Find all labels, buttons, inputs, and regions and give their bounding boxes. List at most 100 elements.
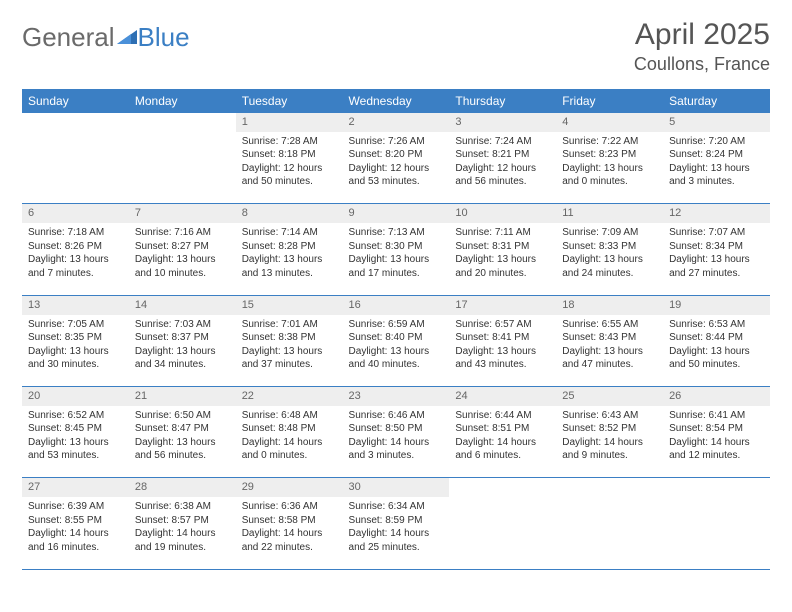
day-number-cell: 7 [129,204,236,223]
sunrise-text: Sunrise: 7:07 AM [669,226,764,240]
day-content-cell: Sunrise: 7:13 AMSunset: 8:30 PMDaylight:… [343,223,450,295]
day-content-cell: Sunrise: 6:46 AMSunset: 8:50 PMDaylight:… [343,406,450,478]
sunrise-text: Sunrise: 7:18 AM [28,226,123,240]
sunrise-text: Sunrise: 7:01 AM [242,318,337,332]
daylight-text: Daylight: 13 hours and 24 minutes. [562,253,657,280]
sunset-text: Sunset: 8:37 PM [135,331,230,345]
day-number-cell: 30 [343,478,450,497]
day-number-cell: 3 [449,113,556,132]
sunset-text: Sunset: 8:40 PM [349,331,444,345]
daylight-text: Daylight: 13 hours and 20 minutes. [455,253,550,280]
weekday-header: Wednesday [343,89,450,113]
day-content-cell: Sunrise: 6:34 AMSunset: 8:59 PMDaylight:… [343,497,450,569]
sunrise-text: Sunrise: 6:46 AM [349,409,444,423]
day-content-cell: Sunrise: 7:11 AMSunset: 8:31 PMDaylight:… [449,223,556,295]
location-label: Coullons, France [634,54,770,75]
day-content-row: Sunrise: 7:18 AMSunset: 8:26 PMDaylight:… [22,223,770,295]
sunrise-text: Sunrise: 7:14 AM [242,226,337,240]
daylight-text: Daylight: 13 hours and 37 minutes. [242,345,337,372]
daylight-text: Daylight: 13 hours and 3 minutes. [669,162,764,189]
daylight-text: Daylight: 14 hours and 12 minutes. [669,436,764,463]
day-content-cell: Sunrise: 6:50 AMSunset: 8:47 PMDaylight:… [129,406,236,478]
daylight-text: Daylight: 13 hours and 30 minutes. [28,345,123,372]
sunrise-text: Sunrise: 6:57 AM [455,318,550,332]
daylight-text: Daylight: 13 hours and 27 minutes. [669,253,764,280]
sunset-text: Sunset: 8:34 PM [669,240,764,254]
sunrise-text: Sunrise: 7:26 AM [349,135,444,149]
sunset-text: Sunset: 8:54 PM [669,422,764,436]
sunrise-text: Sunrise: 6:39 AM [28,500,123,514]
day-number-cell: 26 [663,387,770,406]
sunset-text: Sunset: 8:38 PM [242,331,337,345]
sunrise-text: Sunrise: 6:36 AM [242,500,337,514]
sunset-text: Sunset: 8:23 PM [562,148,657,162]
day-number-cell: 9 [343,204,450,223]
sunset-text: Sunset: 8:51 PM [455,422,550,436]
day-content-cell [663,497,770,569]
day-content-cell: Sunrise: 7:05 AMSunset: 8:35 PMDaylight:… [22,315,129,387]
month-title: April 2025 [634,18,770,52]
daylight-text: Daylight: 13 hours and 53 minutes. [28,436,123,463]
sunset-text: Sunset: 8:45 PM [28,422,123,436]
day-content-cell: Sunrise: 7:18 AMSunset: 8:26 PMDaylight:… [22,223,129,295]
sunrise-text: Sunrise: 7:11 AM [455,226,550,240]
calendar-body: 12345Sunrise: 7:28 AMSunset: 8:18 PMDayl… [22,113,770,569]
daylight-text: Daylight: 14 hours and 19 minutes. [135,527,230,554]
daylight-text: Daylight: 12 hours and 56 minutes. [455,162,550,189]
day-content-cell: Sunrise: 6:53 AMSunset: 8:44 PMDaylight:… [663,315,770,387]
daylight-text: Daylight: 13 hours and 0 minutes. [562,162,657,189]
sunset-text: Sunset: 8:28 PM [242,240,337,254]
day-content-cell: Sunrise: 6:43 AMSunset: 8:52 PMDaylight:… [556,406,663,478]
daylight-text: Daylight: 12 hours and 50 minutes. [242,162,337,189]
day-content-row: Sunrise: 6:39 AMSunset: 8:55 PMDaylight:… [22,497,770,569]
day-number-cell: 25 [556,387,663,406]
day-content-row: Sunrise: 7:28 AMSunset: 8:18 PMDaylight:… [22,132,770,204]
sunset-text: Sunset: 8:41 PM [455,331,550,345]
day-content-cell: Sunrise: 7:28 AMSunset: 8:18 PMDaylight:… [236,132,343,204]
sunset-text: Sunset: 8:48 PM [242,422,337,436]
day-number-cell: 8 [236,204,343,223]
day-content-row: Sunrise: 6:52 AMSunset: 8:45 PMDaylight:… [22,406,770,478]
day-number-cell: 18 [556,295,663,314]
day-content-cell: Sunrise: 6:44 AMSunset: 8:51 PMDaylight:… [449,406,556,478]
day-number-cell: 5 [663,113,770,132]
sunset-text: Sunset: 8:35 PM [28,331,123,345]
sunrise-text: Sunrise: 6:52 AM [28,409,123,423]
day-content-cell: Sunrise: 7:09 AMSunset: 8:33 PMDaylight:… [556,223,663,295]
day-number-cell: 22 [236,387,343,406]
day-number-cell: 23 [343,387,450,406]
day-number-row: 27282930 [22,478,770,497]
sunset-text: Sunset: 8:43 PM [562,331,657,345]
day-number-row: 6789101112 [22,204,770,223]
daylight-text: Daylight: 14 hours and 25 minutes. [349,527,444,554]
sunrise-text: Sunrise: 7:16 AM [135,226,230,240]
day-content-cell: Sunrise: 7:26 AMSunset: 8:20 PMDaylight:… [343,132,450,204]
daylight-text: Daylight: 14 hours and 3 minutes. [349,436,444,463]
sunset-text: Sunset: 8:30 PM [349,240,444,254]
day-number-cell [556,478,663,497]
sunrise-text: Sunrise: 7:03 AM [135,318,230,332]
daylight-text: Daylight: 13 hours and 13 minutes. [242,253,337,280]
day-number-row: 20212223242526 [22,387,770,406]
daylight-text: Daylight: 13 hours and 47 minutes. [562,345,657,372]
sunrise-text: Sunrise: 6:55 AM [562,318,657,332]
day-content-cell: Sunrise: 7:24 AMSunset: 8:21 PMDaylight:… [449,132,556,204]
day-number-cell: 12 [663,204,770,223]
sunrise-text: Sunrise: 6:34 AM [349,500,444,514]
sunset-text: Sunset: 8:52 PM [562,422,657,436]
day-number-cell: 21 [129,387,236,406]
day-number-cell: 27 [22,478,129,497]
day-content-cell: Sunrise: 6:52 AMSunset: 8:45 PMDaylight:… [22,406,129,478]
sunrise-text: Sunrise: 7:22 AM [562,135,657,149]
sunset-text: Sunset: 8:58 PM [242,514,337,528]
sunset-text: Sunset: 8:21 PM [455,148,550,162]
brand-text-general: General [22,22,115,53]
daylight-text: Daylight: 13 hours and 7 minutes. [28,253,123,280]
sunrise-text: Sunrise: 6:50 AM [135,409,230,423]
day-content-cell: Sunrise: 6:48 AMSunset: 8:48 PMDaylight:… [236,406,343,478]
day-number-cell: 6 [22,204,129,223]
daylight-text: Daylight: 12 hours and 53 minutes. [349,162,444,189]
day-number-cell: 1 [236,113,343,132]
daylight-text: Daylight: 14 hours and 0 minutes. [242,436,337,463]
day-number-cell: 13 [22,295,129,314]
